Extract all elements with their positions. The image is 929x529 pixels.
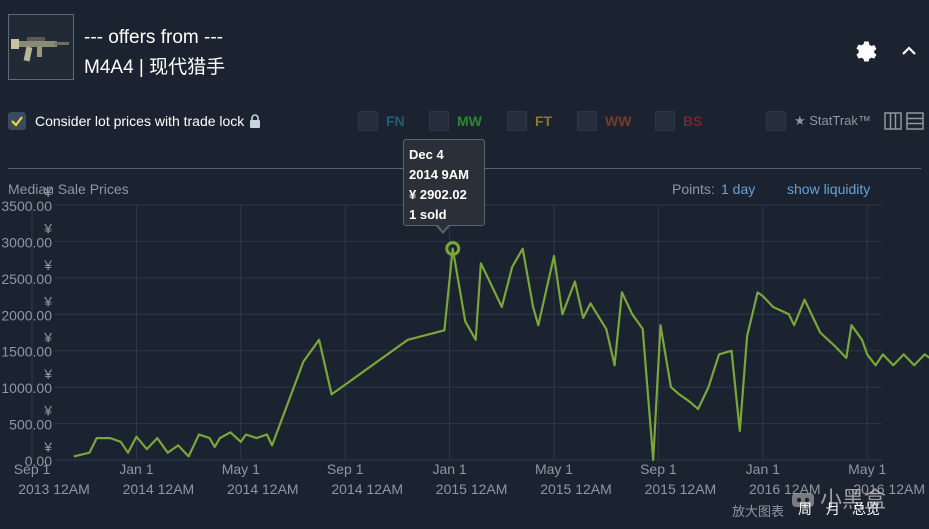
watermark-text: 小黑盒 <box>820 487 887 512</box>
list-view-icon[interactable] <box>906 112 924 130</box>
wear-checkbox[interactable] <box>577 111 597 131</box>
y-tick-currency: ¥ <box>43 330 52 346</box>
x-tick-sublabel: 2015 12AM <box>540 481 612 497</box>
rifle-icon <box>11 37 69 62</box>
tooltip-time: 2014 9AM <box>409 167 469 182</box>
x-tick-label: May 1 <box>535 461 573 477</box>
x-tick-sublabel: 2015 12AM <box>436 481 508 497</box>
check-icon <box>11 116 23 127</box>
offers-from-label: --- offers from --- <box>84 27 223 48</box>
y-tick-currency: ¥ <box>43 184 52 200</box>
x-tick-sublabel: 2014 12AM <box>331 481 403 497</box>
grid-view-icon[interactable] <box>884 112 902 130</box>
x-tick-sublabel: 2016 12AM <box>853 481 925 497</box>
y-tick-label: 2500.00 <box>1 271 52 287</box>
zoom-week-button[interactable]: 周 <box>798 501 812 517</box>
wear-label-ww: WW <box>605 113 632 129</box>
wear-filter-ft[interactable]: FT <box>507 110 552 132</box>
zoom-label: 放大图表 <box>732 504 785 519</box>
y-axis-ticks: ¥0.00¥500.00¥1000.00¥1500.00¥2000.00¥250… <box>1 184 52 469</box>
tooltip-date: Dec 4 <box>409 147 444 162</box>
gear-icon[interactable] <box>852 38 878 64</box>
y-tick-currency: ¥ <box>43 220 52 236</box>
y-tick-currency: ¥ <box>43 403 52 419</box>
trade-lock-option[interactable]: Consider lot prices with trade lock <box>8 110 261 132</box>
x-tick-label: Sep 1 <box>14 461 51 477</box>
wear-checkbox[interactable] <box>507 111 527 131</box>
lock-icon <box>250 114 261 128</box>
y-tick-label: 1500.00 <box>1 344 52 360</box>
zoom-month-button[interactable]: 月 <box>826 501 840 517</box>
wear-checkbox[interactable] <box>358 111 378 131</box>
wear-filter-bs[interactable]: BS <box>655 110 702 132</box>
trade-lock-label: Consider lot prices with trade lock <box>35 113 245 129</box>
x-tick-label: May 1 <box>222 461 260 477</box>
x-axis-ticks: Sep 1 2013 12AM Jan 1 2014 12AM May 1 2014 12… <box>14 461 925 497</box>
show-liquidity-link[interactable]: show liquidity <box>787 181 871 197</box>
points-interval-link[interactable]: 1 day <box>721 181 756 197</box>
tooltip-volume: 1 sold <box>409 207 447 222</box>
wear-label-bs: BS <box>683 113 703 129</box>
x-tick-sublabel: 2013 12AM <box>18 481 90 497</box>
y-tick-currency: ¥ <box>43 257 52 273</box>
x-tick-label: Jan 1 <box>746 461 780 477</box>
wear-checkbox[interactable] <box>429 111 449 131</box>
watermark: 小黑盒 <box>790 482 886 514</box>
wear-filter-fn[interactable]: FN <box>358 110 405 132</box>
stattrak-label: ★ StatTrak™ <box>794 113 871 128</box>
x-tick-label: May 1 <box>848 461 886 477</box>
y-tick-label: 2000.00 <box>1 307 52 323</box>
chevron-up-icon[interactable] <box>898 40 920 62</box>
y-tick-currency: ¥ <box>43 293 52 309</box>
stattrak-checkbox[interactable] <box>766 111 786 131</box>
tooltip-arrow-fill <box>437 224 449 231</box>
x-tick-sublabel: 2014 12AM <box>227 481 299 497</box>
x-tick-label: Sep 1 <box>640 461 677 477</box>
wear-label-ft: FT <box>535 113 553 129</box>
item-thumbnail <box>8 14 74 80</box>
wear-filter-mw[interactable]: MW <box>429 110 482 132</box>
item-name: M4A4 | 现代猎手 <box>84 57 226 78</box>
y-tick-label: 1000.00 <box>1 380 52 396</box>
trade-lock-checkbox[interactable] <box>8 112 26 130</box>
price-tooltip: Dec 4 2014 9AM ¥ 2902.02 1 sold <box>403 139 485 234</box>
zoom-all-button[interactable]: 总览 <box>852 501 880 517</box>
watermark-logo-icon <box>792 493 814 507</box>
y-tick-label: 500.00 <box>9 417 52 433</box>
tooltip-price: ¥ 2902.02 <box>409 187 467 202</box>
price-series-line <box>73 247 929 462</box>
points-label: Points: <box>672 181 715 197</box>
y-tick-currency: ¥ <box>43 439 52 455</box>
wear-filter-ww[interactable]: WW <box>577 110 631 132</box>
y-tick-currency: ¥ <box>43 366 52 382</box>
x-tick-sublabel: 2015 12AM <box>645 481 717 497</box>
wear-label-mw: MW <box>457 113 482 129</box>
x-tick-sublabel: 2014 12AM <box>123 481 195 497</box>
x-tick-label: Jan 1 <box>432 461 466 477</box>
wear-label-fn: FN <box>386 113 405 129</box>
chart-title: Median Sale Prices <box>8 181 129 197</box>
wear-checkbox[interactable] <box>655 111 675 131</box>
y-tick-label: 3000.00 <box>1 234 52 250</box>
chart-grid <box>31 204 882 461</box>
y-tick-label: 3500.00 <box>1 198 52 214</box>
x-tick-label: Jan 1 <box>119 461 153 477</box>
y-tick-label: 0.00 <box>25 453 52 469</box>
highlighted-point <box>445 241 461 257</box>
stattrak-filter[interactable]: ★ StatTrak™ <box>766 110 871 132</box>
x-tick-label: Sep 1 <box>327 461 364 477</box>
